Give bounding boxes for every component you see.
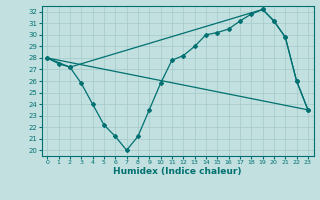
X-axis label: Humidex (Indice chaleur): Humidex (Indice chaleur) [113, 167, 242, 176]
